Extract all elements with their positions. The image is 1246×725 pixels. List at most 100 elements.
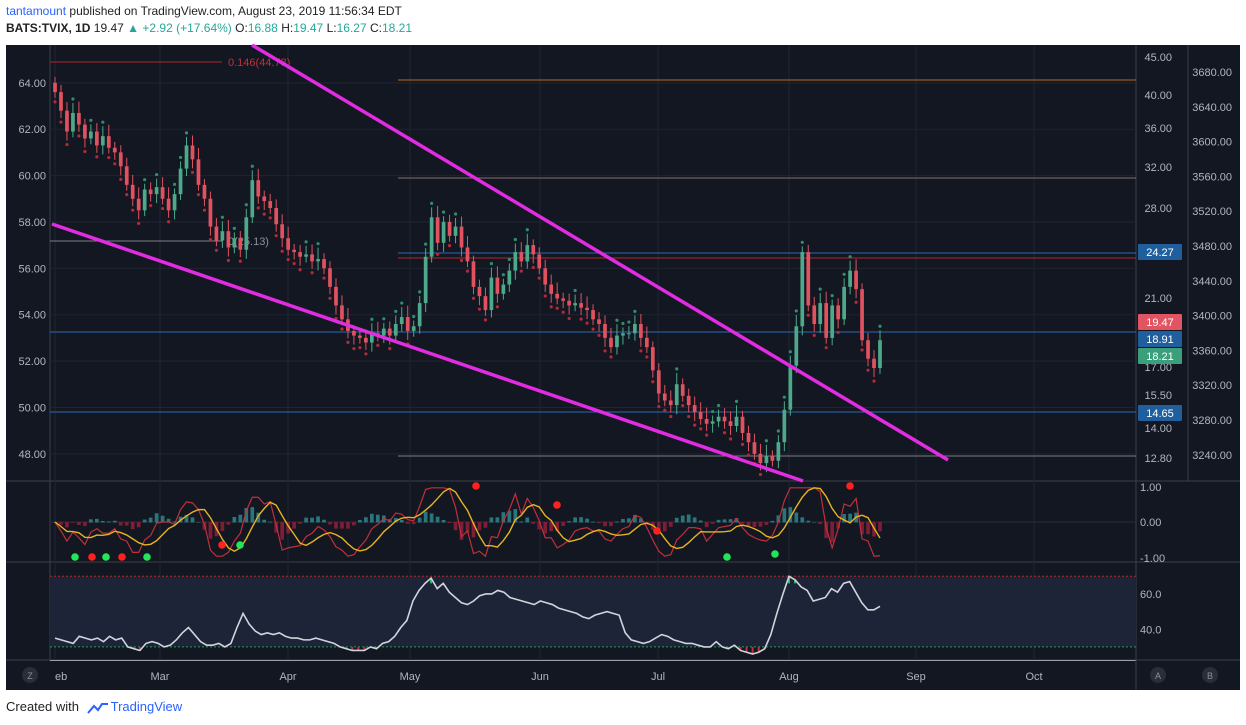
osc-histogram-bar [603,522,607,527]
candle-body [316,259,320,262]
candle-marker-dot [376,343,380,347]
osc-histogram-bar [441,519,446,523]
corner-button-label: A [1155,671,1161,681]
osc-histogram-bar [417,517,422,523]
candle-marker-dot [316,242,320,246]
osc-histogram-bar [250,507,255,523]
osc-signal-dot [102,553,110,561]
left-axis-background [6,45,50,690]
osc-histogram-bar [495,517,500,523]
candle-body [525,245,530,262]
corner-button[interactable] [1202,667,1218,683]
candle-body [710,421,715,424]
candle-marker-dot [878,324,882,328]
osc-histogram-bar [244,508,249,523]
candle-body [621,333,625,336]
osc-histogram-bar [364,517,368,523]
osc-histogram-bar [304,517,308,523]
osc-histogram-bar [148,517,153,523]
candle-marker-dot [597,333,601,337]
far-right-axis-tick: 3320.00 [1192,380,1232,392]
candle-marker-dot [250,164,254,168]
candle-body [603,323,607,338]
candle-marker-dot [579,317,583,321]
candle-body [842,286,846,320]
corner-button[interactable] [22,667,38,683]
osc-histogram-bar [776,515,781,523]
candle-marker-dot [800,240,804,244]
tradingview-link[interactable]: TradingView [110,699,183,714]
candle-body [656,370,661,394]
candle-body [836,305,841,320]
candle-marker-dot [400,301,404,305]
osc-histogram-bar [262,519,267,523]
far-right-axis-tick: 3400.00 [1192,311,1232,323]
candle-marker-dot [131,208,135,212]
candle-marker-dot [818,287,822,291]
candle-marker-dot [304,240,308,244]
far-right-axis-tick: 3240.00 [1192,450,1232,462]
candle-marker-dot [441,210,446,214]
candle-body [136,198,141,211]
osc-histogram-bar [806,520,811,523]
candle-body [71,112,75,132]
candle-body [704,419,709,424]
candle-body [154,187,159,195]
candle-marker-dot [202,208,207,212]
candle-body [788,365,793,410]
candle-body [591,310,595,320]
candle-body [262,196,267,202]
candle-body [268,201,273,209]
candle-marker-dot [866,368,870,372]
date-axis-tick: Apr [279,671,296,683]
candle-marker-dot [657,404,661,409]
right-axis-tick: 32.00 [1144,162,1172,174]
candle-marker-dot [226,258,230,263]
candle-marker-dot [238,259,242,263]
osc-histogram-bar [549,522,554,532]
osc-histogram-bar [256,512,261,523]
candle-body [124,166,129,185]
left-axis-tick: 62.00 [18,124,46,136]
corner-button[interactable] [1150,667,1166,683]
candle-marker-dot [262,212,266,216]
right-axis-tick: 36.00 [1144,123,1172,135]
osc-histogram-bar [160,515,165,523]
candle-marker-dot [459,258,464,263]
corner-button-label: B [1207,671,1213,681]
osc-histogram-bar [358,519,362,523]
low-value: 16.27 [336,21,367,35]
candle-body [429,217,434,257]
candle-marker-dot [489,262,494,266]
candle-body [662,393,667,401]
osc-histogram-bar [429,513,434,523]
candle-marker-dot [537,276,541,280]
candle-marker-dot [848,255,852,259]
candle-body [824,303,829,338]
candle-marker-dot [453,212,458,216]
candle-marker-dot [615,318,619,322]
candle-marker-dot [394,309,398,313]
candle-marker-dot [274,234,278,238]
close-label: C: [369,21,382,35]
candle-body [597,319,601,324]
osc-histogram-bar [142,519,147,523]
candle-body [627,333,631,335]
candle-marker-dot [83,149,87,154]
candle-marker-dot [268,216,272,220]
osc-histogram-bar [680,515,685,523]
osc-histogram-bar [405,522,410,524]
candle-marker-dot [693,423,697,427]
trendline-lower [51,222,804,483]
left-axis-tick: 60.00 [18,171,46,183]
left-axis-tick: 52.00 [18,356,46,368]
candle-body [83,124,87,139]
author-link[interactable]: tantamount [6,4,67,18]
candle-marker-dot [501,273,505,277]
candle-body [220,231,225,241]
price-badge [1138,348,1182,364]
candle-body [764,456,769,464]
osc-histogram-bar [100,520,105,523]
candle-body [752,442,757,454]
price-chart[interactable]: 64.00 62.00 60.00 58.00 56.00 54.00 52.00 50.00… [0,40,1246,695]
